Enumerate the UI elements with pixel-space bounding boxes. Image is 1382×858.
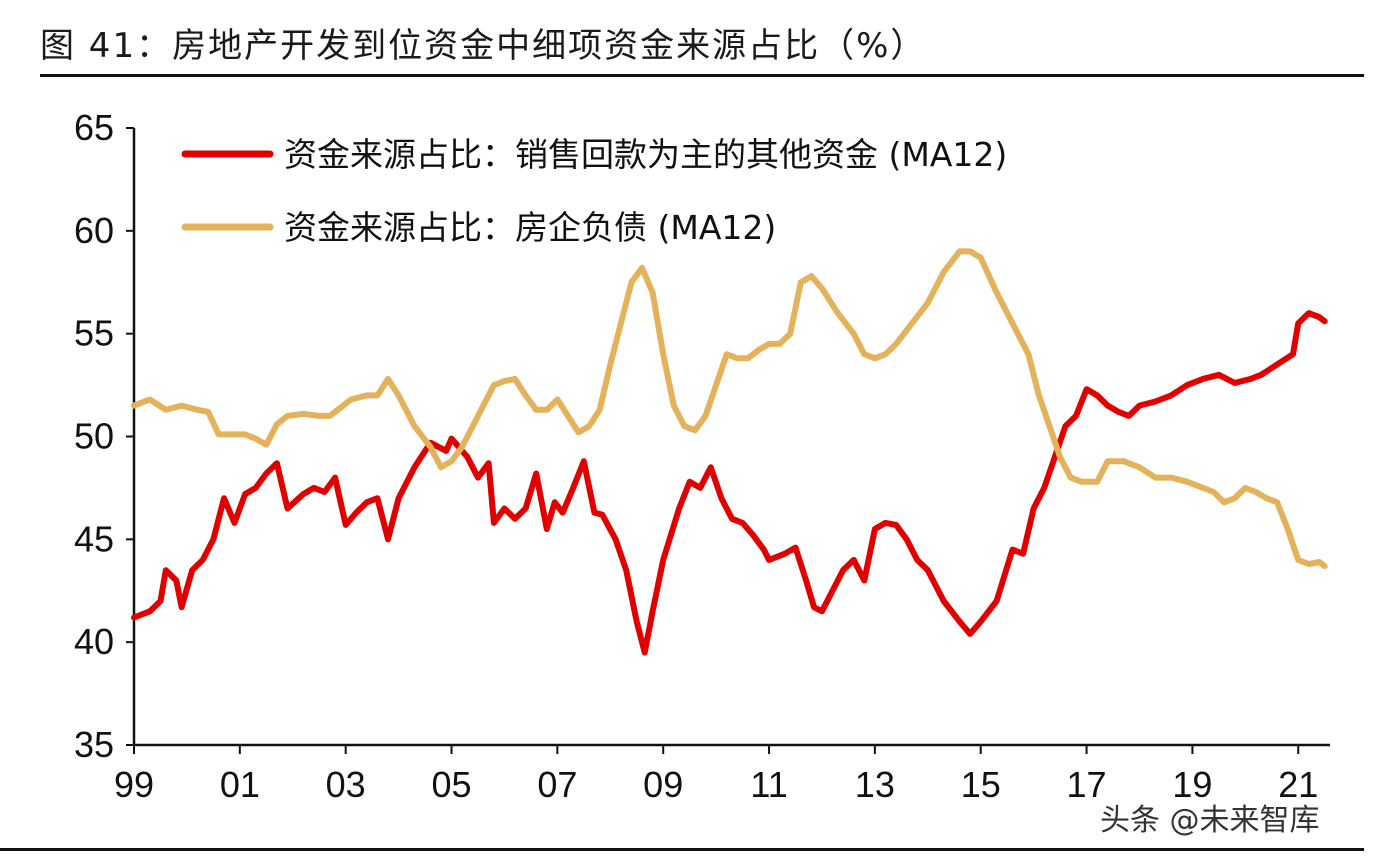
title-rule [40,74,1364,77]
series-line-1 [131,310,1328,656]
y-tick-label: 65 [74,107,114,148]
x-tick-label: 01 [220,764,260,805]
legend-label-1: 资金来源占比：销售回款为主的其他资金 (MA12) [284,135,1007,174]
x-tick-label: 11 [750,764,787,805]
x-tick-label: 07 [537,764,577,805]
series-lines [131,248,1328,656]
x-tick-label: 05 [431,764,471,805]
y-tick-label: 35 [74,724,114,765]
x-tick-label: 21 [1278,764,1318,805]
x-tick-label: 19 [1172,764,1212,805]
y-tick-label: 45 [74,518,114,559]
bottom-rule [0,848,1364,851]
y-tick-label: 55 [74,313,114,354]
y-tick-label: 40 [74,621,114,662]
x-tick-label: 17 [1067,764,1107,805]
x-tick-label: 03 [326,764,366,805]
watermark: 头条 @未来智库 [1100,803,1320,838]
series-line-2 [131,248,1328,570]
chart-title: 图 41：房地产开发到位资金中细项资金来源占比（%） [40,26,927,66]
x-tick-label: 99 [114,764,154,805]
x-axis-ticks: 99 01 03 05 07 09 11 13 15 17 19 21 [114,745,1318,805]
x-tick-label: 15 [961,764,1001,805]
y-tick-label: 50 [74,416,114,457]
y-axis-ticks: 35 40 45 50 55 60 65 [74,107,134,765]
legend: 资金来源占比：销售回款为主的其他资金 (MA12) 资金来源占比：房企负债 (MA… [181,135,1007,247]
x-tick-label: 13 [855,764,895,805]
y-tick-label: 60 [74,210,114,251]
legend-label-2: 资金来源占比：房企负债 (MA12) [284,208,776,247]
x-tick-label: 09 [643,764,683,805]
